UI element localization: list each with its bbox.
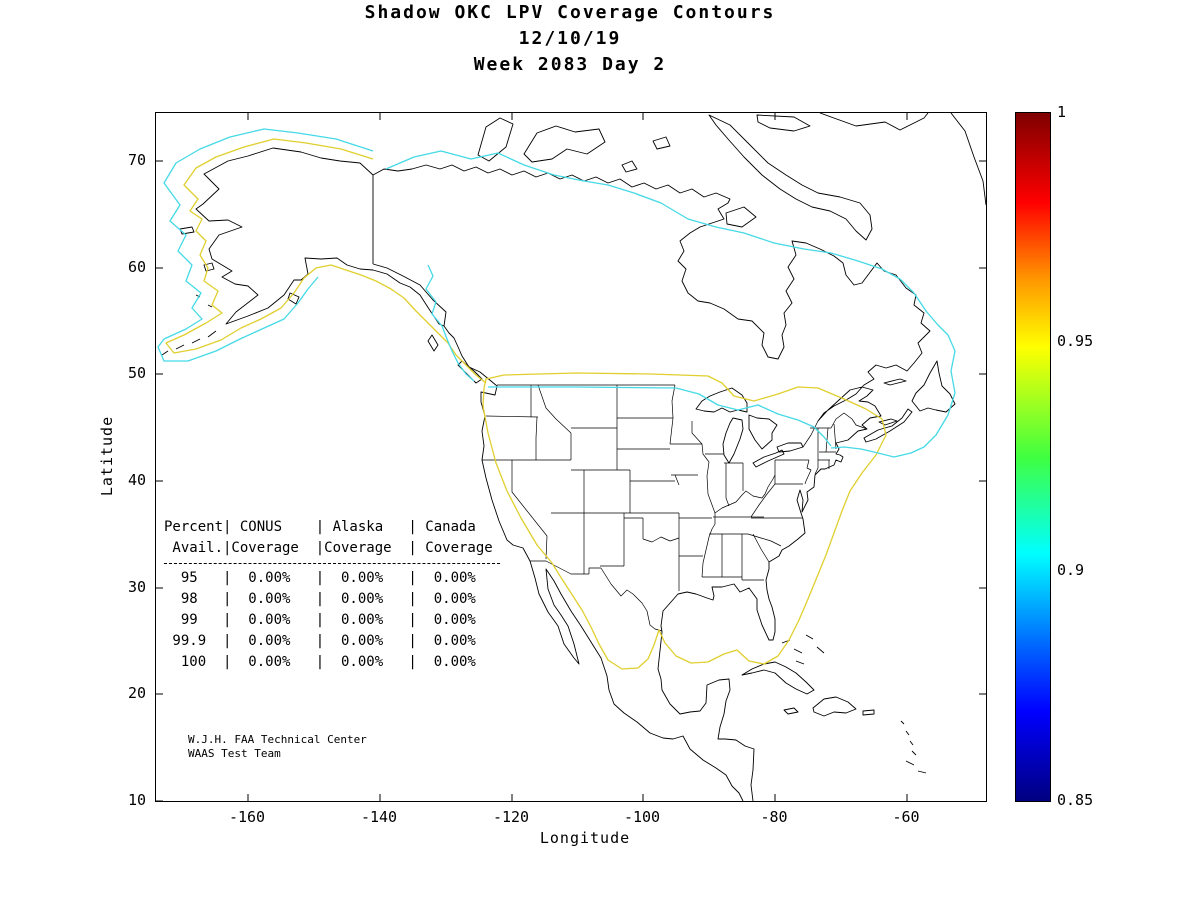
contour-095-alaska [165, 138, 487, 384]
axis-tick-marks [156, 113, 986, 801]
y-tick-40: 40 [127, 471, 146, 489]
credit-line-1: W.J.H. FAA Technical Center [188, 733, 367, 746]
western-state-borders [482, 384, 702, 591]
lesser-antilles [900, 720, 927, 774]
victoria-island [523, 125, 606, 163]
vancouver-island [457, 360, 483, 384]
state-borders [482, 384, 868, 632]
y-tick-20: 20 [127, 684, 146, 702]
lake-huron [748, 414, 778, 450]
colorbar-tick-09: 0.9 [1057, 561, 1085, 579]
anticosti-island [883, 378, 907, 386]
king-william-island [621, 160, 638, 173]
coverage-table-row-100: 100 | 0.00% | 0.00% | 0.00% [164, 654, 476, 670]
y-tick-70: 70 [127, 151, 146, 169]
ellesmere-island [819, 113, 929, 131]
north-america-map [156, 113, 986, 801]
colorbar-tick-085: 0.85 [1057, 791, 1094, 809]
x-axis-label: Longitude [539, 829, 631, 847]
coverage-table-header-1: Percent| CONUS | Alaska | Canada [164, 519, 476, 535]
hispaniola [812, 696, 857, 717]
us-mexico-border [530, 560, 663, 632]
contour-090-bc-coast [425, 264, 475, 382]
x-tick--60: -60 [892, 808, 920, 826]
contour-090-alaska [157, 128, 374, 362]
mainland-east-coastline [372, 164, 931, 801]
greenland [950, 113, 986, 206]
bahamas [781, 634, 825, 665]
nova-scotia [863, 408, 913, 443]
x-tick--100: -100 [623, 808, 661, 826]
contour-level-090 [157, 128, 956, 458]
jamaica [783, 707, 799, 715]
coverage-table: Percent| CONUS | Alaska | Canada Avail.|… [164, 517, 500, 673]
eastern-state-borders [702, 423, 837, 581]
colorbar [1015, 112, 1051, 802]
aleutian-islands [161, 294, 217, 356]
contour-level-095 [165, 138, 887, 670]
baffin-island [708, 114, 873, 241]
contour-090-arctic-arc [385, 150, 956, 458]
contour-095-conus [482, 372, 887, 670]
southampton-island [725, 206, 757, 228]
title-date: 12/10/19 [518, 28, 622, 49]
mainland-west-coastline [195, 147, 744, 801]
islands [161, 226, 956, 774]
nunivak-island [203, 262, 215, 272]
coastlines [195, 147, 931, 801]
us-canada-border [497, 384, 868, 448]
x-tick--140: -140 [360, 808, 398, 826]
devon-island [756, 114, 811, 132]
haida-gwaii [427, 334, 439, 352]
y-tick-50: 50 [127, 364, 146, 382]
title-week-day: Week 2083 Day 2 [473, 54, 667, 75]
lake-superior [695, 387, 748, 413]
x-tick--160: -160 [228, 808, 266, 826]
st-lawrence-island [179, 226, 195, 235]
credit-text: W.J.H. FAA Technical Center WAAS Test Te… [188, 733, 367, 761]
x-tick--80: -80 [760, 808, 788, 826]
puerto-rico [862, 709, 875, 716]
kodiak-island [287, 292, 300, 305]
arctic-islands [477, 113, 986, 241]
coverage-table-row-999: 99.9 | 0.00% | 0.00% | 0.00% [164, 633, 476, 649]
newfoundland [911, 360, 956, 413]
map-plot-area: Percent| CONUS | Alaska | Canada Avail.|… [155, 112, 987, 802]
y-tick-60: 60 [127, 258, 146, 276]
coverage-table-header-2: Avail.|Coverage |Coverage | Coverage [164, 540, 493, 556]
somerset-island [652, 136, 671, 150]
credit-line-2: WAAS Test Team [188, 747, 281, 760]
banks-island [477, 117, 514, 162]
lake-erie [752, 449, 785, 468]
coverage-table-row-99: 99 | 0.00% | 0.00% | 0.00% [164, 612, 476, 628]
contour-090-49th-parallel [488, 386, 832, 447]
coverage-table-separator [164, 563, 500, 564]
title-block: Shadow OKC LPV Coverage Contours 12/10/1… [155, 0, 985, 78]
x-tick--120: -120 [492, 808, 530, 826]
cuba [741, 661, 815, 695]
alaska-canada-border [372, 175, 447, 327]
colorbar-tick-095: 0.95 [1057, 332, 1094, 350]
lake-michigan [722, 417, 744, 464]
y-tick-10: 10 [127, 791, 146, 809]
central-state-borders [679, 421, 776, 578]
y-tick-30: 30 [127, 578, 146, 596]
coverage-table-row-98: 98 | 0.00% | 0.00% | 0.00% [164, 591, 476, 607]
page-title: Shadow OKC LPV Coverage Contours [364, 2, 776, 23]
coverage-table-row-95: 95 | 0.00% | 0.00% | 0.00% [164, 570, 476, 586]
colorbar-tick-1: 1 [1057, 103, 1067, 121]
